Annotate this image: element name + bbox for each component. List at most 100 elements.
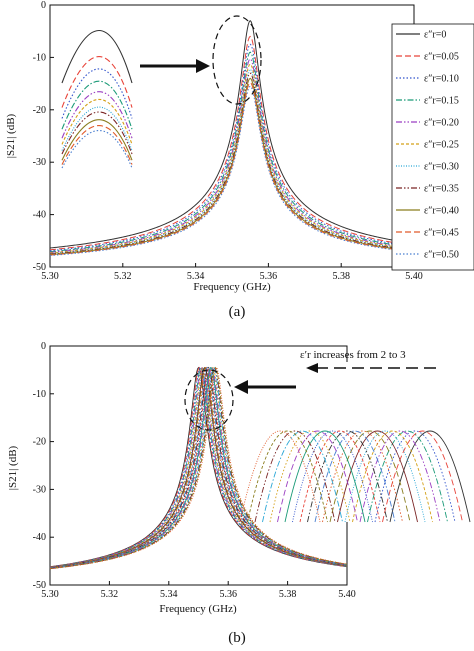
- y-tick-label-b: -50: [33, 580, 46, 591]
- inset-line-a: [61, 119, 133, 161]
- series-line-a: [49, 81, 415, 256]
- y-tick-label-b: 0: [41, 341, 46, 352]
- inset-line-b: [307, 430, 388, 523]
- inset-line-b: [262, 430, 343, 523]
- inset-line-b: [359, 430, 441, 523]
- shift-annotation-b: ε′r increases from 2 to 3: [300, 349, 406, 361]
- zoom-arrow-head-b: [234, 380, 248, 394]
- x-tick-label-b: 5.34: [160, 589, 178, 600]
- legend-label-a: ε″r=0.40: [424, 206, 459, 217]
- x-axis-label-b: Frequency (GHz): [159, 603, 237, 615]
- series-line-b: [49, 366, 348, 570]
- plot-frame-a: [49, 4, 415, 268]
- panel-label-b: (b): [228, 630, 246, 646]
- y-axis-label-a: |S21| (dB): [5, 113, 17, 158]
- x-axis-label-a: Frequency (GHz): [193, 281, 271, 293]
- x-tick-label-a: 5.36: [260, 271, 278, 282]
- inset-line-b: [292, 430, 373, 523]
- series-line-a: [49, 63, 415, 254]
- legend-label-a: ε″r=0.25: [424, 140, 459, 151]
- y-axis-label-b: |S21| (dB): [7, 445, 19, 490]
- inset-line-b: [299, 430, 381, 523]
- legend-label-a: ε″r=0.05: [424, 52, 459, 63]
- inset-line-a: [61, 29, 133, 84]
- inset-line-b: [254, 430, 336, 523]
- x-tick-label-b: 5.38: [279, 589, 297, 600]
- zoom-ellipse-b: [184, 369, 234, 431]
- inset-line-b: [344, 430, 426, 523]
- y-tick-label-a: 0: [41, 0, 46, 11]
- series-line-a: [49, 85, 415, 257]
- inset-line-b: [284, 430, 366, 523]
- y-tick-label-b: -20: [33, 437, 46, 448]
- y-tick-label-b: -10: [33, 389, 46, 400]
- series-line-a: [49, 77, 415, 256]
- x-tick-label-a: 5.34: [187, 271, 205, 282]
- panel-b: 5.30 5.32 5.34 5.36 5.38 5.40 0 -10 -20 -30 -40 -50…: [7, 341, 474, 646]
- y-tick-label-a: -30: [33, 157, 46, 168]
- legend-box-a: [391, 23, 474, 271]
- inset-line-a: [61, 129, 133, 169]
- panel-a: 5.30 5.32 5.34 5.36 5.38 5.40 0 -10 -20 -30 -40 -50…: [5, 0, 474, 320]
- legend-label-a: ε″r=0.50: [424, 250, 459, 261]
- legend-label-a: ε″r=0.45: [424, 228, 459, 239]
- series-line-a: [49, 58, 415, 253]
- inset-line-b: [322, 430, 403, 523]
- series-line-a: [49, 51, 415, 253]
- x-tick-label-b: 5.30: [41, 589, 59, 600]
- inset-line-b: [277, 430, 358, 523]
- inset-line-b: [247, 430, 328, 523]
- x-tick-label-a: 5.30: [41, 271, 59, 282]
- series-line-a: [49, 35, 415, 251]
- y-tick-label-a: -10: [33, 52, 46, 63]
- inset-line-a: [61, 91, 133, 139]
- legend-a: ε″r=0 ε″r=0.05 ε″r=0.10 ε″r=0.15 ε″r=0.20 ε″r…: [391, 23, 474, 271]
- panel-label-a: (a): [229, 304, 246, 320]
- y-tick-label-b: -30: [33, 484, 46, 495]
- y-tick-label-a: -40: [33, 210, 46, 221]
- inset-line-b: [314, 430, 396, 523]
- inset-line-b: [382, 430, 463, 523]
- inset-line-a: [61, 56, 133, 108]
- series-line-a: [49, 68, 415, 255]
- series-line-a: [49, 43, 415, 252]
- inset-line-a: [61, 111, 133, 155]
- axis-ticks-a: 5.30 5.32 5.34 5.36 5.38 5.40 0 -10 -20 -30 -40 -50: [33, 0, 423, 282]
- inset-line-b: [367, 430, 448, 523]
- inset-line-a: [61, 125, 133, 165]
- inset-line-b: [239, 430, 321, 523]
- legend-label-a: ε″r=0.20: [424, 118, 459, 129]
- x-tick-label-b: 5.36: [219, 589, 237, 600]
- series-line-a: [49, 20, 415, 249]
- legend-label-a: ε″r=0.30: [424, 162, 459, 173]
- shift-arrow-head-b: [306, 363, 318, 373]
- inset-line-b: [269, 430, 351, 523]
- series-line-a: [49, 72, 415, 255]
- inset-line-a: [61, 106, 133, 151]
- inset-line-b: [374, 430, 456, 523]
- inset-line-a: [61, 99, 133, 145]
- legend-label-a: ε″r=0.15: [424, 96, 459, 107]
- legend-label-a: ε″r=0.10: [424, 74, 459, 85]
- curves-b: [49, 366, 348, 570]
- zoom-ellipse-a: [212, 15, 262, 105]
- inset-bg-b: [262, 362, 474, 522]
- x-tick-label-a: 5.38: [332, 271, 350, 282]
- zoom-arrow-head-a: [196, 59, 210, 73]
- inset-line-b: [329, 430, 411, 523]
- legend-label-a: ε″r=0: [424, 30, 446, 41]
- y-tick-label-a: -50: [33, 262, 46, 273]
- x-tick-label-b: 5.40: [338, 589, 356, 600]
- curves-a: [49, 20, 415, 257]
- axis-ticks-b: 5.30 5.32 5.34 5.36 5.38 5.40 0 -10 -20 -30 -40 -50: [33, 341, 356, 600]
- x-tick-label-b: 5.32: [101, 589, 119, 600]
- inset-line-b: [352, 430, 433, 523]
- x-tick-label-a: 5.40: [405, 271, 423, 282]
- inset-line-a: [61, 68, 133, 119]
- y-tick-label-a: -20: [33, 105, 46, 116]
- legend-label-a: ε″r=0.35: [424, 184, 459, 195]
- inset-a: [61, 29, 133, 169]
- inset-b: [239, 430, 471, 523]
- x-tick-label-a: 5.32: [114, 271, 132, 282]
